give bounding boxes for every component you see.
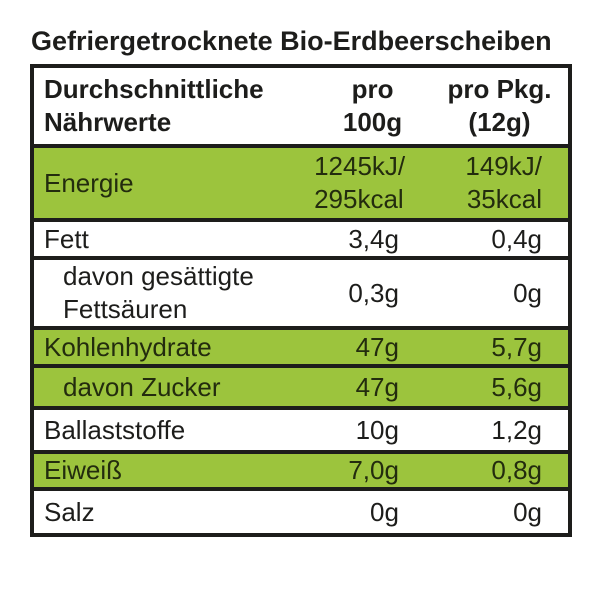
row-label: Kohlenhydrate bbox=[44, 331, 212, 362]
row-label-cell: davon Zucker bbox=[32, 364, 315, 408]
row-value-per-100g: 7,0g bbox=[314, 450, 431, 489]
table-row: Ballaststoffe 10g 1,2g bbox=[32, 406, 570, 452]
table-row: davon gesättigte Fettsäuren 0,3g 0g bbox=[32, 256, 570, 328]
row-value-per-pkg: 149kJ/ 35kcal bbox=[430, 144, 570, 220]
row-label: Fett bbox=[44, 223, 89, 254]
row-value-per-100g: 1245kJ/ 295kcal bbox=[314, 144, 431, 220]
header-per-pkg-label: pro Pkg. (12g) bbox=[447, 74, 552, 137]
row-label-cell: Eiweiß bbox=[32, 450, 315, 489]
row-label: Eiweiß bbox=[44, 455, 123, 485]
row-label-cell: Salz bbox=[32, 487, 315, 535]
row-value-per-pkg: 5,7g bbox=[430, 326, 570, 366]
table-header-row: Durchschnittliche Nährwerte pro 100g pro… bbox=[32, 66, 570, 146]
table-row: Fett 3,4g 0,4g bbox=[32, 218, 570, 258]
row-label: Energie bbox=[44, 167, 134, 198]
table-body: Energie 1245kJ/ 295kcal 149kJ/ 35kcal Fe… bbox=[32, 144, 570, 535]
row-value-per-100g: 10g bbox=[314, 406, 431, 452]
row-value-per-100g: 3,4g bbox=[314, 218, 431, 258]
row-label-cell: davon gesättigte Fettsäuren bbox=[32, 256, 315, 328]
row-value-per-pkg: 5,6g bbox=[430, 364, 570, 408]
header-per-pkg-cell: pro Pkg. (12g) bbox=[431, 66, 570, 146]
row-value-per-pkg: 0g bbox=[430, 487, 570, 535]
row-value-per-100g: 47g bbox=[314, 326, 431, 366]
row-label-cell: Energie bbox=[32, 144, 315, 220]
row-label: davon Zucker bbox=[63, 371, 221, 402]
row-label: Salz bbox=[44, 496, 95, 527]
table-row: Kohlenhydrate 47g 5,7g bbox=[32, 326, 570, 366]
row-value-per-100g: 0,3g bbox=[314, 256, 431, 328]
header-nutrients-cell: Durchschnittliche Nährwerte bbox=[32, 66, 314, 146]
table-row: davon Zucker 47g 5,6g bbox=[32, 364, 570, 408]
row-value-per-100g: 0g bbox=[314, 487, 431, 535]
header-per-100g-label: pro 100g bbox=[342, 74, 403, 137]
row-value-per-100g: 47g bbox=[314, 364, 431, 408]
row-label-cell: Fett bbox=[32, 218, 315, 258]
nutrition-table: Durchschnittliche Nährwerte pro 100g pro… bbox=[30, 64, 572, 537]
header-nutrients-label: Durchschnittliche Nährwerte bbox=[44, 74, 264, 137]
table-row: Salz 0g 0g bbox=[32, 487, 570, 535]
row-value-per-pkg: 0g bbox=[430, 256, 570, 328]
row-value-per-pkg: 0,4g bbox=[430, 218, 570, 258]
row-label: davon gesättigte Fettsäuren bbox=[63, 261, 254, 324]
row-value-per-pkg: 1,2g bbox=[430, 406, 570, 452]
row-label-cell: Kohlenhydrate bbox=[32, 326, 315, 366]
table-row: Eiweiß 7,0g 0,8g bbox=[32, 450, 570, 489]
table-row: Energie 1245kJ/ 295kcal 149kJ/ 35kcal bbox=[32, 144, 570, 220]
row-label: Ballaststoffe bbox=[44, 414, 186, 445]
row-value-per-pkg: 0,8g bbox=[430, 450, 570, 489]
product-title: Gefriergetrocknete Bio-Erdbeerscheiben bbox=[31, 26, 552, 56]
header-per-100g-cell: pro 100g bbox=[314, 66, 431, 146]
row-label-cell: Ballaststoffe bbox=[32, 406, 315, 452]
